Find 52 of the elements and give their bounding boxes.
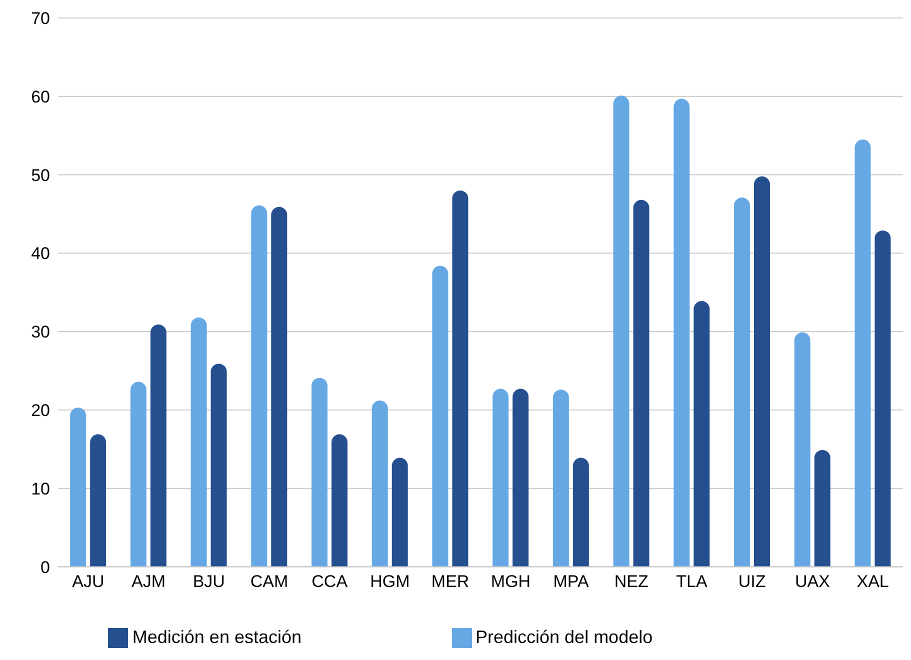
x-tick-label: XAL: [856, 572, 889, 591]
bar: [190, 317, 207, 567]
bar: [613, 96, 630, 567]
x-tick-label: HGM: [370, 572, 410, 591]
y-tick-label: 0: [40, 558, 50, 577]
bar: [332, 434, 348, 567]
bar: [392, 458, 408, 567]
bar: [854, 140, 871, 567]
x-tick-label: CAM: [250, 572, 288, 591]
bar: [70, 408, 86, 567]
x-tick-label: NEZ: [614, 572, 648, 591]
bar: [572, 458, 589, 567]
bar: [251, 205, 268, 567]
bar: [271, 206, 288, 567]
bar: [492, 388, 509, 567]
bar: [90, 434, 106, 567]
bar: [814, 450, 830, 567]
bar: [452, 190, 468, 567]
bar: [210, 364, 227, 567]
x-tick-label: BJU: [192, 572, 225, 591]
x-tick-label: AJM: [132, 572, 166, 591]
bar: [754, 176, 770, 567]
y-tick-label: 30: [31, 322, 50, 342]
bar: [432, 266, 448, 567]
y-tick-label: 60: [31, 87, 50, 106]
bar: [312, 378, 328, 567]
y-tick-label: 40: [31, 244, 50, 264]
legend-label: Medición en estación: [132, 626, 302, 647]
bar: [633, 200, 650, 567]
x-tick-label: TLA: [676, 572, 708, 591]
x-tick-label: UAX: [794, 572, 830, 591]
bar: [552, 390, 569, 567]
bar: [734, 198, 750, 567]
x-tick-label: MGH: [490, 572, 531, 591]
y-tick-label: 50: [31, 166, 50, 185]
x-tick-label: MER: [431, 572, 470, 591]
y-tick-label: 70: [31, 9, 50, 28]
bar: [512, 388, 529, 567]
x-tick-label: CCA: [312, 572, 348, 591]
bar: [874, 230, 891, 567]
y-tick-label: 20: [31, 401, 50, 420]
x-tick-label: AJU: [72, 572, 104, 591]
x-tick-label: UIZ: [738, 572, 766, 591]
bar: [130, 382, 146, 567]
legend-label: Predicción del modelo: [476, 626, 653, 647]
bar: [372, 400, 388, 567]
bar: [794, 332, 810, 567]
bar: [150, 324, 166, 567]
bar: [674, 98, 690, 567]
bar: [694, 301, 710, 567]
x-tick-label: MPA: [553, 572, 590, 591]
y-tick-label: 10: [31, 479, 50, 498]
